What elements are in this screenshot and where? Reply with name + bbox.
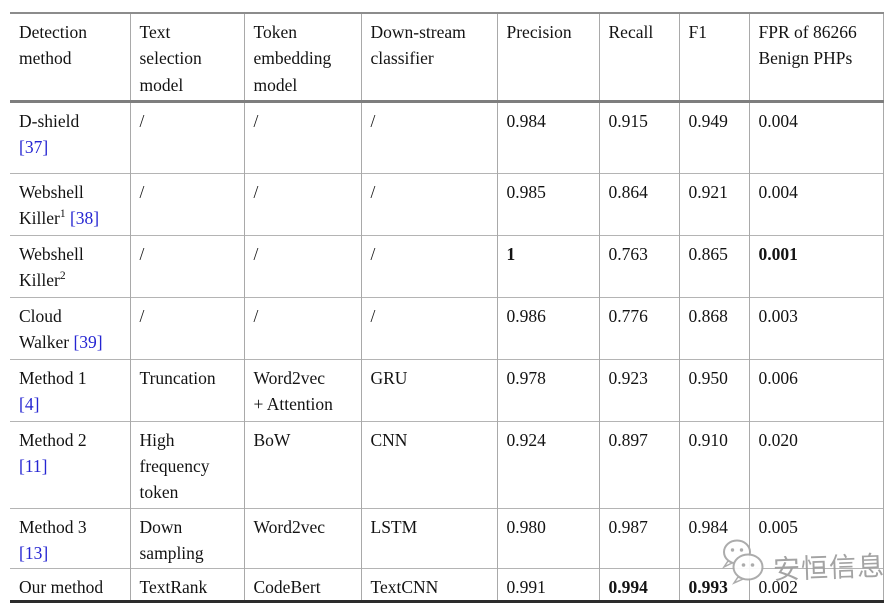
cell-token-embedding-model: / <box>244 234 362 297</box>
cell-text: Cloud Walker <box>19 305 70 352</box>
cell-text: Method 1 <box>19 367 87 388</box>
cell-text-selection-model: / <box>130 172 245 235</box>
cell-f1: 0.921 <box>679 172 750 235</box>
cell-fpr: 0.006 <box>749 358 884 421</box>
cell-recall: 0.763 <box>599 234 680 297</box>
cell-text: Webshell Killer <box>19 243 84 290</box>
cell-precision: 1 <box>497 234 600 297</box>
cell-token-embedding-model: BoW <box>244 420 362 508</box>
cell-precision: 0.980 <box>497 507 600 568</box>
cell-detection-method: D-shield [37] <box>10 101 131 173</box>
citation-link[interactable]: [39] <box>73 331 103 352</box>
col-header-text-selection-model: Text selection model <box>130 13 245 103</box>
cell-text: Method 3 <box>19 516 87 537</box>
cell-precision: 0.991 <box>497 567 600 602</box>
cell-token-embedding-model: / <box>244 172 362 235</box>
cell-detection-method: Method 3 [13] <box>10 507 131 568</box>
col-header-recall: Recall <box>599 13 680 103</box>
col-header-fpr: FPR of 86266 Benign PHPs <box>749 13 884 103</box>
cell-precision: 0.986 <box>497 296 600 359</box>
cell-detection-method: Webshell Killer2 <box>10 234 131 297</box>
cell-token-embedding-model: / <box>244 296 362 359</box>
col-header-token-embedding-model: Token embedding model <box>244 13 362 103</box>
cell-f1: 0.984 <box>679 507 750 568</box>
results-table: Detection method Text selection model To… <box>10 12 884 603</box>
cell-fpr: 0.004 <box>749 172 884 235</box>
col-header-detection-method: Detection method <box>10 13 131 103</box>
cell-token-embedding-model: Word2vec <box>244 507 362 568</box>
cell-fpr: 0.004 <box>749 101 884 173</box>
cell-detection-method: Webshell Killer1 [38] <box>10 172 131 235</box>
cell-token-embedding-model: / <box>244 101 362 173</box>
cell-downstream-classifier: / <box>361 101 498 173</box>
cell-f1: 0.910 <box>679 420 750 508</box>
cell-downstream-classifier: / <box>361 234 498 297</box>
table-row: Method 1 [4] Truncation Word2vec + Attenti… <box>10 358 884 421</box>
col-header-precision: Precision <box>497 13 600 103</box>
table-row: Our method TextRank CodeBert TextCNN 0.991 0.… <box>10 567 884 602</box>
cell-precision: 0.985 <box>497 172 600 235</box>
cell-precision: 0.978 <box>497 358 600 421</box>
cell-f1: 0.865 <box>679 234 750 297</box>
cell-fpr: 0.002 <box>749 567 884 602</box>
cell-text: Method 2 <box>19 429 87 450</box>
cell-downstream-classifier: LSTM <box>361 507 498 568</box>
col-header-f1: F1 <box>679 13 750 103</box>
citation-link[interactable]: [4] <box>19 393 40 414</box>
cell-token-embedding-model: CodeBert <box>244 567 362 602</box>
cell-downstream-classifier: / <box>361 172 498 235</box>
cell-f1: 0.949 <box>679 101 750 173</box>
cell-text-selection-model: High frequency token <box>130 420 245 508</box>
cell-downstream-classifier: / <box>361 296 498 359</box>
table-body: D-shield [37] / //0.984 0.915 0.949 0.004 Webs… <box>10 101 884 602</box>
cell-text-selection-model: TextRank <box>130 567 245 602</box>
cell-fpr: 0.005 <box>749 507 884 568</box>
cell-recall: 0.864 <box>599 172 680 235</box>
cell-detection-method: Method 2 [11] <box>10 420 131 508</box>
cell-fpr: 0.003 <box>749 296 884 359</box>
cell-text-selection-model: Truncation <box>130 358 245 421</box>
citation-link[interactable]: [38] <box>69 207 100 228</box>
cell-text-selection-model: / <box>130 101 245 173</box>
table-row: D-shield [37] / //0.984 0.915 0.949 0.004 <box>10 101 884 173</box>
cell-recall: 0.987 <box>599 507 680 568</box>
cell-text-selection-model: Down sampling <box>130 507 245 568</box>
cell-fpr: 0.001 <box>749 234 884 297</box>
citation-link[interactable]: [37] <box>19 136 49 157</box>
cell-recall: 0.923 <box>599 358 680 421</box>
cell-downstream-classifier: CNN <box>361 420 498 508</box>
footnote-marker: 2 <box>59 269 66 282</box>
table-row: Webshell Killer1 [38] / //0.985 0.864 0.921 0… <box>10 172 884 235</box>
cell-downstream-classifier: TextCNN <box>361 567 498 602</box>
cell-text: D-shield <box>19 110 80 131</box>
footnote-marker: 1 <box>59 207 66 220</box>
cell-precision: 0.984 <box>497 101 600 173</box>
cell-f1: 0.993 <box>679 567 750 602</box>
table-row: Cloud Walker [39] / //0.986 0.776 0.868 0.003 <box>10 296 884 359</box>
cell-detection-method: Cloud Walker [39] <box>10 296 131 359</box>
citation-link[interactable]: [13] <box>19 542 49 563</box>
citation-link[interactable]: [11] <box>19 455 48 476</box>
cell-recall: 0.897 <box>599 420 680 508</box>
cell-fpr: 0.020 <box>749 420 884 508</box>
cell-detection-method: Method 1 [4] <box>10 358 131 421</box>
cell-f1: 0.950 <box>679 358 750 421</box>
cell-recall: 0.915 <box>599 101 680 173</box>
cell-recall: 0.776 <box>599 296 680 359</box>
cell-recall: 0.994 <box>599 567 680 602</box>
header-row: Detection method Text selection model To… <box>10 13 884 103</box>
cell-precision: 0.924 <box>497 420 600 508</box>
cell-downstream-classifier: GRU <box>361 358 498 421</box>
cell-text: Webshell Killer <box>19 181 84 228</box>
cell-f1: 0.868 <box>679 296 750 359</box>
col-header-downstream-classifier: Down-stream classifier <box>361 13 498 103</box>
cell-text-selection-model: / <box>130 296 245 359</box>
table-row: Method 3 [13] Down sampling Word2vec LSTM 0.… <box>10 507 884 568</box>
table-row: Method 2 [11] High frequency token BoW CNN 0… <box>10 420 884 508</box>
table-row: Webshell Killer2///1 0.763 0.865 0.001 <box>10 234 884 297</box>
cell-token-embedding-model: Word2vec + Attention <box>244 358 362 421</box>
cell-detection-method: Our method <box>10 567 131 602</box>
cell-text: Our method <box>19 576 104 597</box>
cell-text-selection-model: / <box>130 234 245 297</box>
